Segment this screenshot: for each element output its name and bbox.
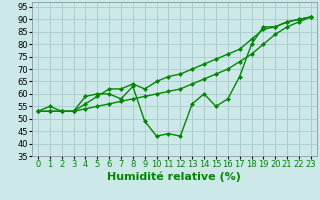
X-axis label: Humidité relative (%): Humidité relative (%) bbox=[108, 172, 241, 182]
